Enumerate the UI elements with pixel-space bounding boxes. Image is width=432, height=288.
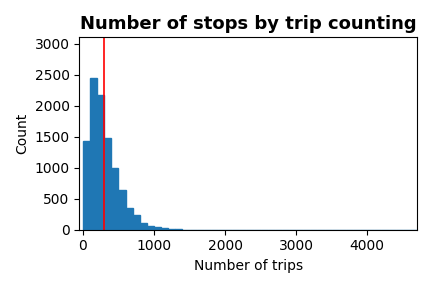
Bar	[154, 227, 161, 230]
Bar	[161, 228, 168, 230]
Bar	[83, 141, 90, 230]
Bar	[111, 168, 118, 230]
Bar	[118, 190, 126, 230]
Bar	[133, 215, 140, 230]
Y-axis label: Count: Count	[15, 113, 29, 154]
Bar	[97, 96, 104, 230]
Bar	[90, 78, 97, 230]
Bar	[147, 226, 154, 230]
Bar	[168, 229, 175, 230]
Bar	[104, 138, 111, 230]
Bar	[126, 208, 133, 230]
Bar	[175, 229, 182, 230]
Title: Number of stops by trip counting: Number of stops by trip counting	[80, 15, 416, 33]
X-axis label: Number of trips: Number of trips	[194, 259, 303, 273]
Bar	[140, 223, 147, 230]
